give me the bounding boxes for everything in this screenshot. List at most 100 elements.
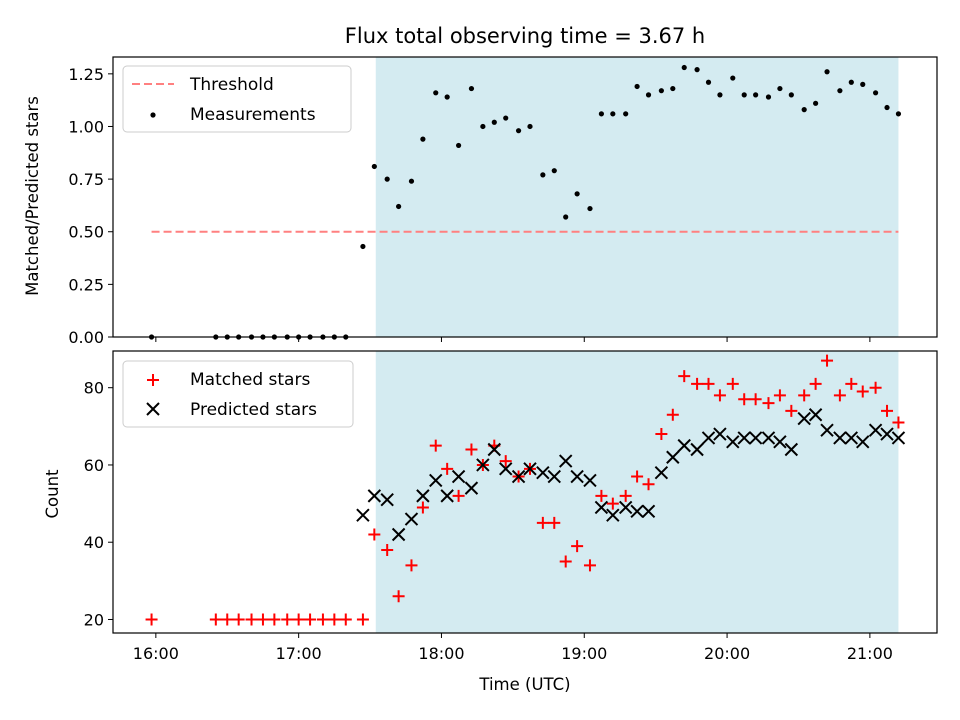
predicted-star-point [570, 469, 584, 484]
predicted-star-point [523, 462, 537, 476]
matched-star-point [642, 478, 655, 491]
matched-star-point [304, 613, 317, 626]
measurement-point [480, 123, 486, 130]
predicted-star-point [464, 481, 479, 495]
predicted-star-point [713, 427, 727, 441]
measurement-point [705, 79, 712, 85]
measurement-point [384, 176, 390, 182]
y-tick-label: 0.00 [68, 328, 104, 347]
matched-star-point [892, 416, 905, 429]
count-x-ticks: 16:00 17:00 18:00 19:00 20:00 21:00 [133, 633, 893, 663]
matched-star-point [773, 389, 786, 402]
predicted-star-point [748, 431, 763, 445]
measurement-point [491, 119, 497, 125]
matched-star-point [245, 613, 258, 626]
measurement-point [540, 172, 546, 178]
matched-stars-points [145, 354, 905, 626]
measurement-point [777, 85, 783, 92]
predicted-star-point [690, 442, 704, 457]
matched-star-point [221, 613, 234, 626]
measurement-point [658, 88, 664, 94]
matched-star-point [499, 455, 512, 468]
matched-star-point [809, 377, 822, 390]
matched-star-point [381, 543, 394, 556]
matched-star-point [762, 397, 775, 410]
count-legend-box [122, 360, 354, 428]
matched-star-point [209, 613, 222, 626]
matched-star-point [232, 613, 245, 626]
matched-star-point [465, 443, 478, 456]
measurement-point [444, 94, 450, 100]
matched-star-point [441, 462, 454, 475]
measurement-point [527, 123, 533, 130]
y-tick-label: 20 [84, 610, 104, 629]
predicted-star-point [404, 512, 419, 526]
measurement-point [371, 163, 377, 170]
measurement-point [860, 81, 866, 87]
y-tick-label: 1.00 [68, 117, 104, 136]
matched-star-point [339, 613, 352, 626]
measurement-point [801, 107, 807, 113]
measurement-point [837, 88, 843, 94]
predicted-star-point [558, 454, 573, 468]
predicted-star-point [630, 504, 644, 519]
x-tick-label: 18:00 [418, 644, 464, 663]
predicted-star-point [487, 442, 502, 457]
matched-star-point [316, 613, 329, 626]
measurement-point [503, 115, 509, 121]
measurement-point [408, 178, 415, 184]
measurement-point [848, 79, 854, 85]
y-tick-label: 60 [84, 456, 104, 475]
ratio-legend: Threshold Measurements [122, 65, 352, 133]
measurement-point [433, 90, 439, 96]
matched-star-point [655, 428, 668, 441]
matched-star-point [702, 377, 715, 390]
predicted-star-point [773, 435, 787, 449]
predicted-star-point [891, 431, 906, 445]
observing-window-shade [375, 351, 899, 633]
matched-star-point [749, 393, 762, 406]
matched-star-point [416, 501, 429, 514]
measurement-point [741, 92, 747, 98]
measurement-point [360, 243, 366, 250]
measurement-point [765, 94, 772, 100]
matched-star-point [845, 377, 858, 390]
measurement-point [730, 75, 736, 81]
y-tick-label: 1.25 [68, 65, 104, 84]
measurement-point [645, 92, 652, 98]
predicted-star-point [856, 435, 870, 449]
measurement-point [813, 100, 819, 106]
measurement-point [753, 92, 759, 98]
measurement-point [598, 111, 605, 117]
measurement-point [551, 168, 557, 174]
matched-star-point [856, 385, 869, 398]
x-tick-label: 21:00 [847, 644, 893, 663]
matched-star-point [452, 489, 465, 502]
y-tick-label: 0.25 [68, 275, 104, 294]
measurement-point [634, 83, 640, 90]
x-axis-label: Time (UTC) [478, 675, 570, 694]
ratio-y-ticks: 0.00 0.25 0.50 0.75 1.00 1.25 [68, 65, 113, 347]
matched-star-point [571, 540, 584, 553]
matched-star-point [726, 377, 739, 390]
predicted-star-point [618, 500, 633, 515]
matched-star-point [833, 389, 846, 402]
legend-measurements-label: Measurements [190, 105, 316, 125]
observing-window-shade [375, 57, 899, 337]
predicted-star-point [701, 431, 716, 445]
chart-title: Flux total observing time = 3.67 h [345, 24, 705, 48]
measurement-point [717, 92, 723, 98]
predicted-star-point [868, 423, 883, 437]
matched-star-point [392, 590, 405, 603]
measurement-point [515, 128, 522, 134]
matched-star-point [281, 613, 294, 626]
count-legend: Matched stars Predicted stars [122, 360, 354, 428]
measurement-point [694, 67, 700, 73]
measurement-point [824, 69, 830, 75]
predicted-star-point [391, 527, 406, 542]
measurement-point [468, 85, 475, 92]
measurement-point [396, 203, 402, 210]
predicted-star-point [761, 431, 776, 445]
legend-predicted-label: Predicted stars [190, 400, 317, 420]
